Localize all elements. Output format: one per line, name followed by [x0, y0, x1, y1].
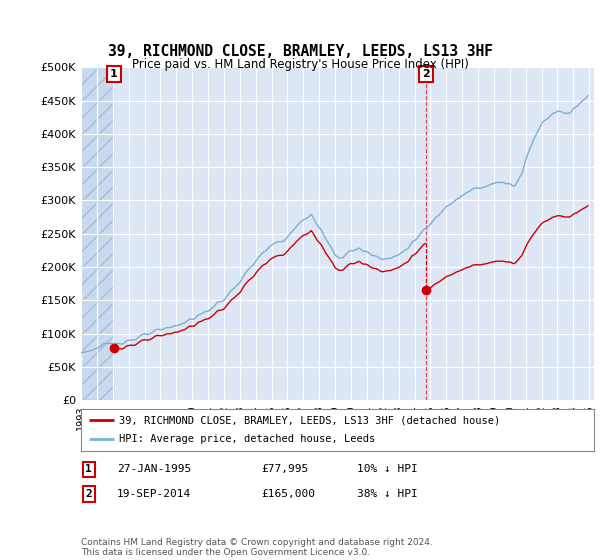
Text: 19-SEP-2014: 19-SEP-2014	[117, 489, 191, 499]
Text: 2: 2	[85, 489, 92, 499]
Text: Contains HM Land Registry data © Crown copyright and database right 2024.
This d: Contains HM Land Registry data © Crown c…	[81, 538, 433, 557]
Text: 1: 1	[85, 464, 92, 474]
Text: 38% ↓ HPI: 38% ↓ HPI	[357, 489, 418, 499]
Text: 39, RICHMOND CLOSE, BRAMLEY, LEEDS, LS13 3HF (detached house): 39, RICHMOND CLOSE, BRAMLEY, LEEDS, LS13…	[119, 415, 501, 425]
Text: 39, RICHMOND CLOSE, BRAMLEY, LEEDS, LS13 3HF: 39, RICHMOND CLOSE, BRAMLEY, LEEDS, LS13…	[107, 44, 493, 59]
Text: £165,000: £165,000	[261, 489, 315, 499]
Text: Price paid vs. HM Land Registry's House Price Index (HPI): Price paid vs. HM Land Registry's House …	[131, 58, 469, 71]
Text: HPI: Average price, detached house, Leeds: HPI: Average price, detached house, Leed…	[119, 435, 376, 445]
Text: 10% ↓ HPI: 10% ↓ HPI	[357, 464, 418, 474]
Text: 1: 1	[110, 69, 118, 79]
Text: 27-JAN-1995: 27-JAN-1995	[117, 464, 191, 474]
Text: 2: 2	[422, 69, 430, 79]
Text: £77,995: £77,995	[261, 464, 308, 474]
Bar	[81, 67, 114, 400]
